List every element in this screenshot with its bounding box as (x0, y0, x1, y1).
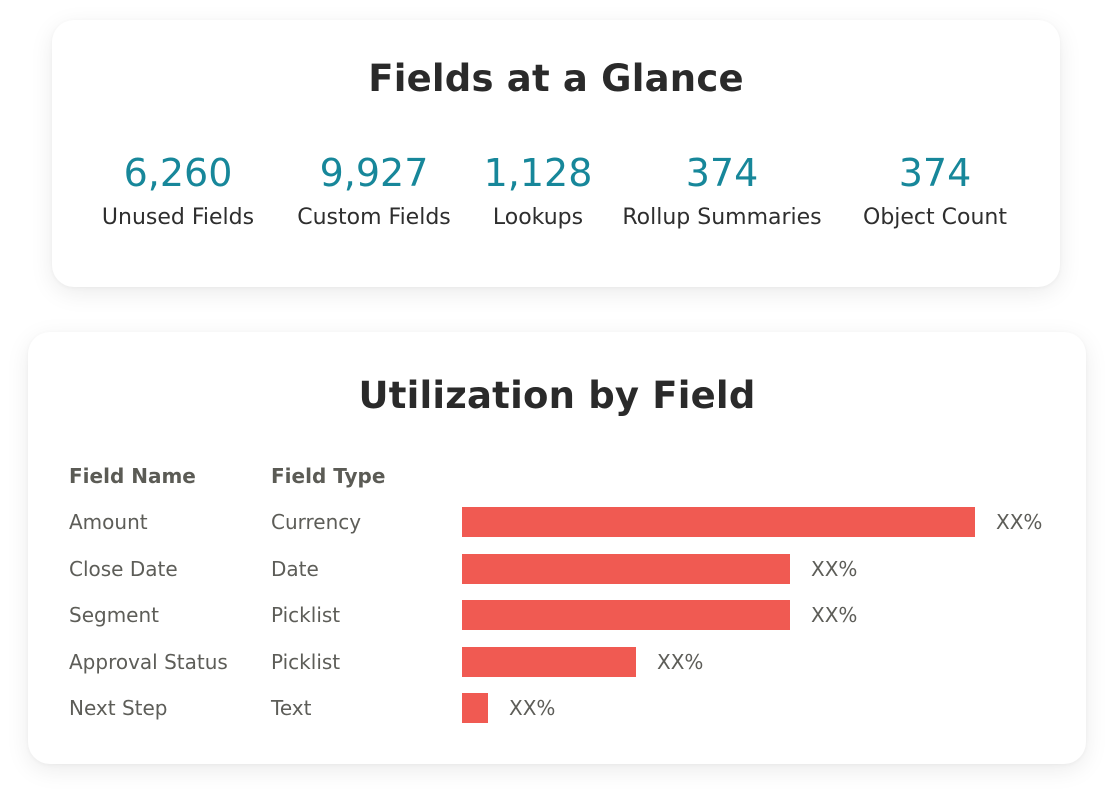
column-header-field-type: Field Type (271, 464, 386, 488)
bar-value-label: XX% (811, 603, 858, 627)
stat-lookups: 1,128 Lookups (480, 150, 596, 230)
utilization-bar (462, 553, 790, 584)
utilization-title: Utilization by Field (358, 374, 756, 417)
utilization-bar (462, 693, 488, 723)
field-type-cell: Picklist (271, 649, 341, 674)
stat-custom-fields: 9,927 Custom Fields (281, 150, 467, 230)
bar-value-label: XX% (657, 649, 704, 674)
stat-value: 1,128 (483, 151, 593, 195)
stat-rollup-summaries: 374 Rollup Summaries (614, 150, 830, 230)
fields-at-a-glance-card: Fields at a Glance 6,260 Unused Fields 9… (52, 20, 1060, 287)
stat-label: Unused Fields (101, 205, 255, 230)
stat-value: 374 (685, 151, 759, 195)
field-name-cell: Next Step (69, 696, 168, 720)
stat-object-count: 374 Object Count (842, 150, 1028, 230)
column-header-field-name: Field Name (69, 464, 196, 488)
field-type-cell: Date (271, 556, 319, 581)
field-name-cell: Approval Status (69, 649, 228, 674)
stat-value: 374 (898, 151, 972, 195)
utilization-card: Utilization by Field Field Name Field Ty… (28, 332, 1086, 764)
field-name-cell: Close Date (69, 556, 178, 581)
field-type-cell: Picklist (271, 603, 341, 627)
bar-value-label: XX% (811, 556, 858, 581)
bar-value-label: XX% (509, 696, 556, 720)
field-type-cell: Currency (271, 510, 362, 534)
utilization-bar (462, 507, 975, 537)
field-name-cell: Segment (69, 603, 159, 627)
stat-label: Object Count (863, 205, 1007, 230)
stat-label: Custom Fields (297, 205, 451, 230)
stat-label: Lookups (492, 205, 584, 230)
stat-value: 9,927 (319, 151, 429, 195)
stat-unused-fields: 6,260 Unused Fields (90, 150, 266, 230)
field-type-cell: Text (271, 696, 312, 720)
field-name-cell: Amount (69, 510, 148, 534)
bar-value-label: XX% (996, 510, 1043, 534)
stat-label: Rollup Summaries (622, 205, 822, 230)
glance-title: Fields at a Glance (368, 57, 744, 100)
utilization-bar (462, 646, 636, 677)
stat-value: 6,260 (123, 151, 233, 195)
utilization-bar (462, 600, 790, 630)
